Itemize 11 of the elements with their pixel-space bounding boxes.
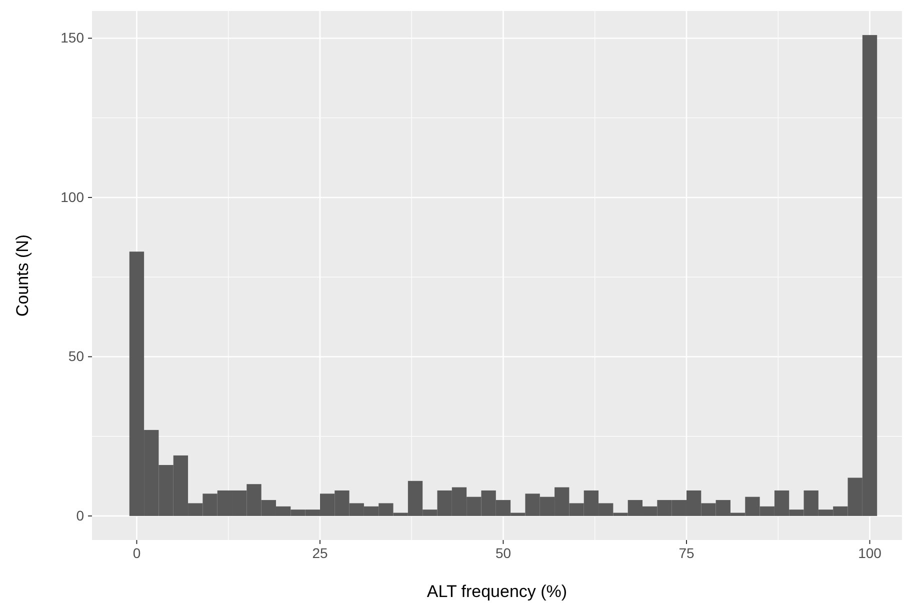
x-tick-label: 25 bbox=[312, 544, 328, 561]
x-tick-label: 50 bbox=[495, 544, 512, 561]
x-axis-title: ALT frequency (%) bbox=[426, 582, 568, 601]
y-tick-label: 50 bbox=[68, 348, 84, 364]
y-axis-title: Counts (N) bbox=[13, 234, 32, 317]
y-tick-label: 0 bbox=[76, 507, 84, 524]
x-tick-label: 0 bbox=[132, 544, 141, 561]
y-tick-label: 150 bbox=[60, 30, 84, 46]
x-tick-label: 100 bbox=[858, 544, 882, 561]
y-tick-label: 100 bbox=[60, 188, 84, 205]
x-tick-label: 75 bbox=[678, 544, 694, 561]
